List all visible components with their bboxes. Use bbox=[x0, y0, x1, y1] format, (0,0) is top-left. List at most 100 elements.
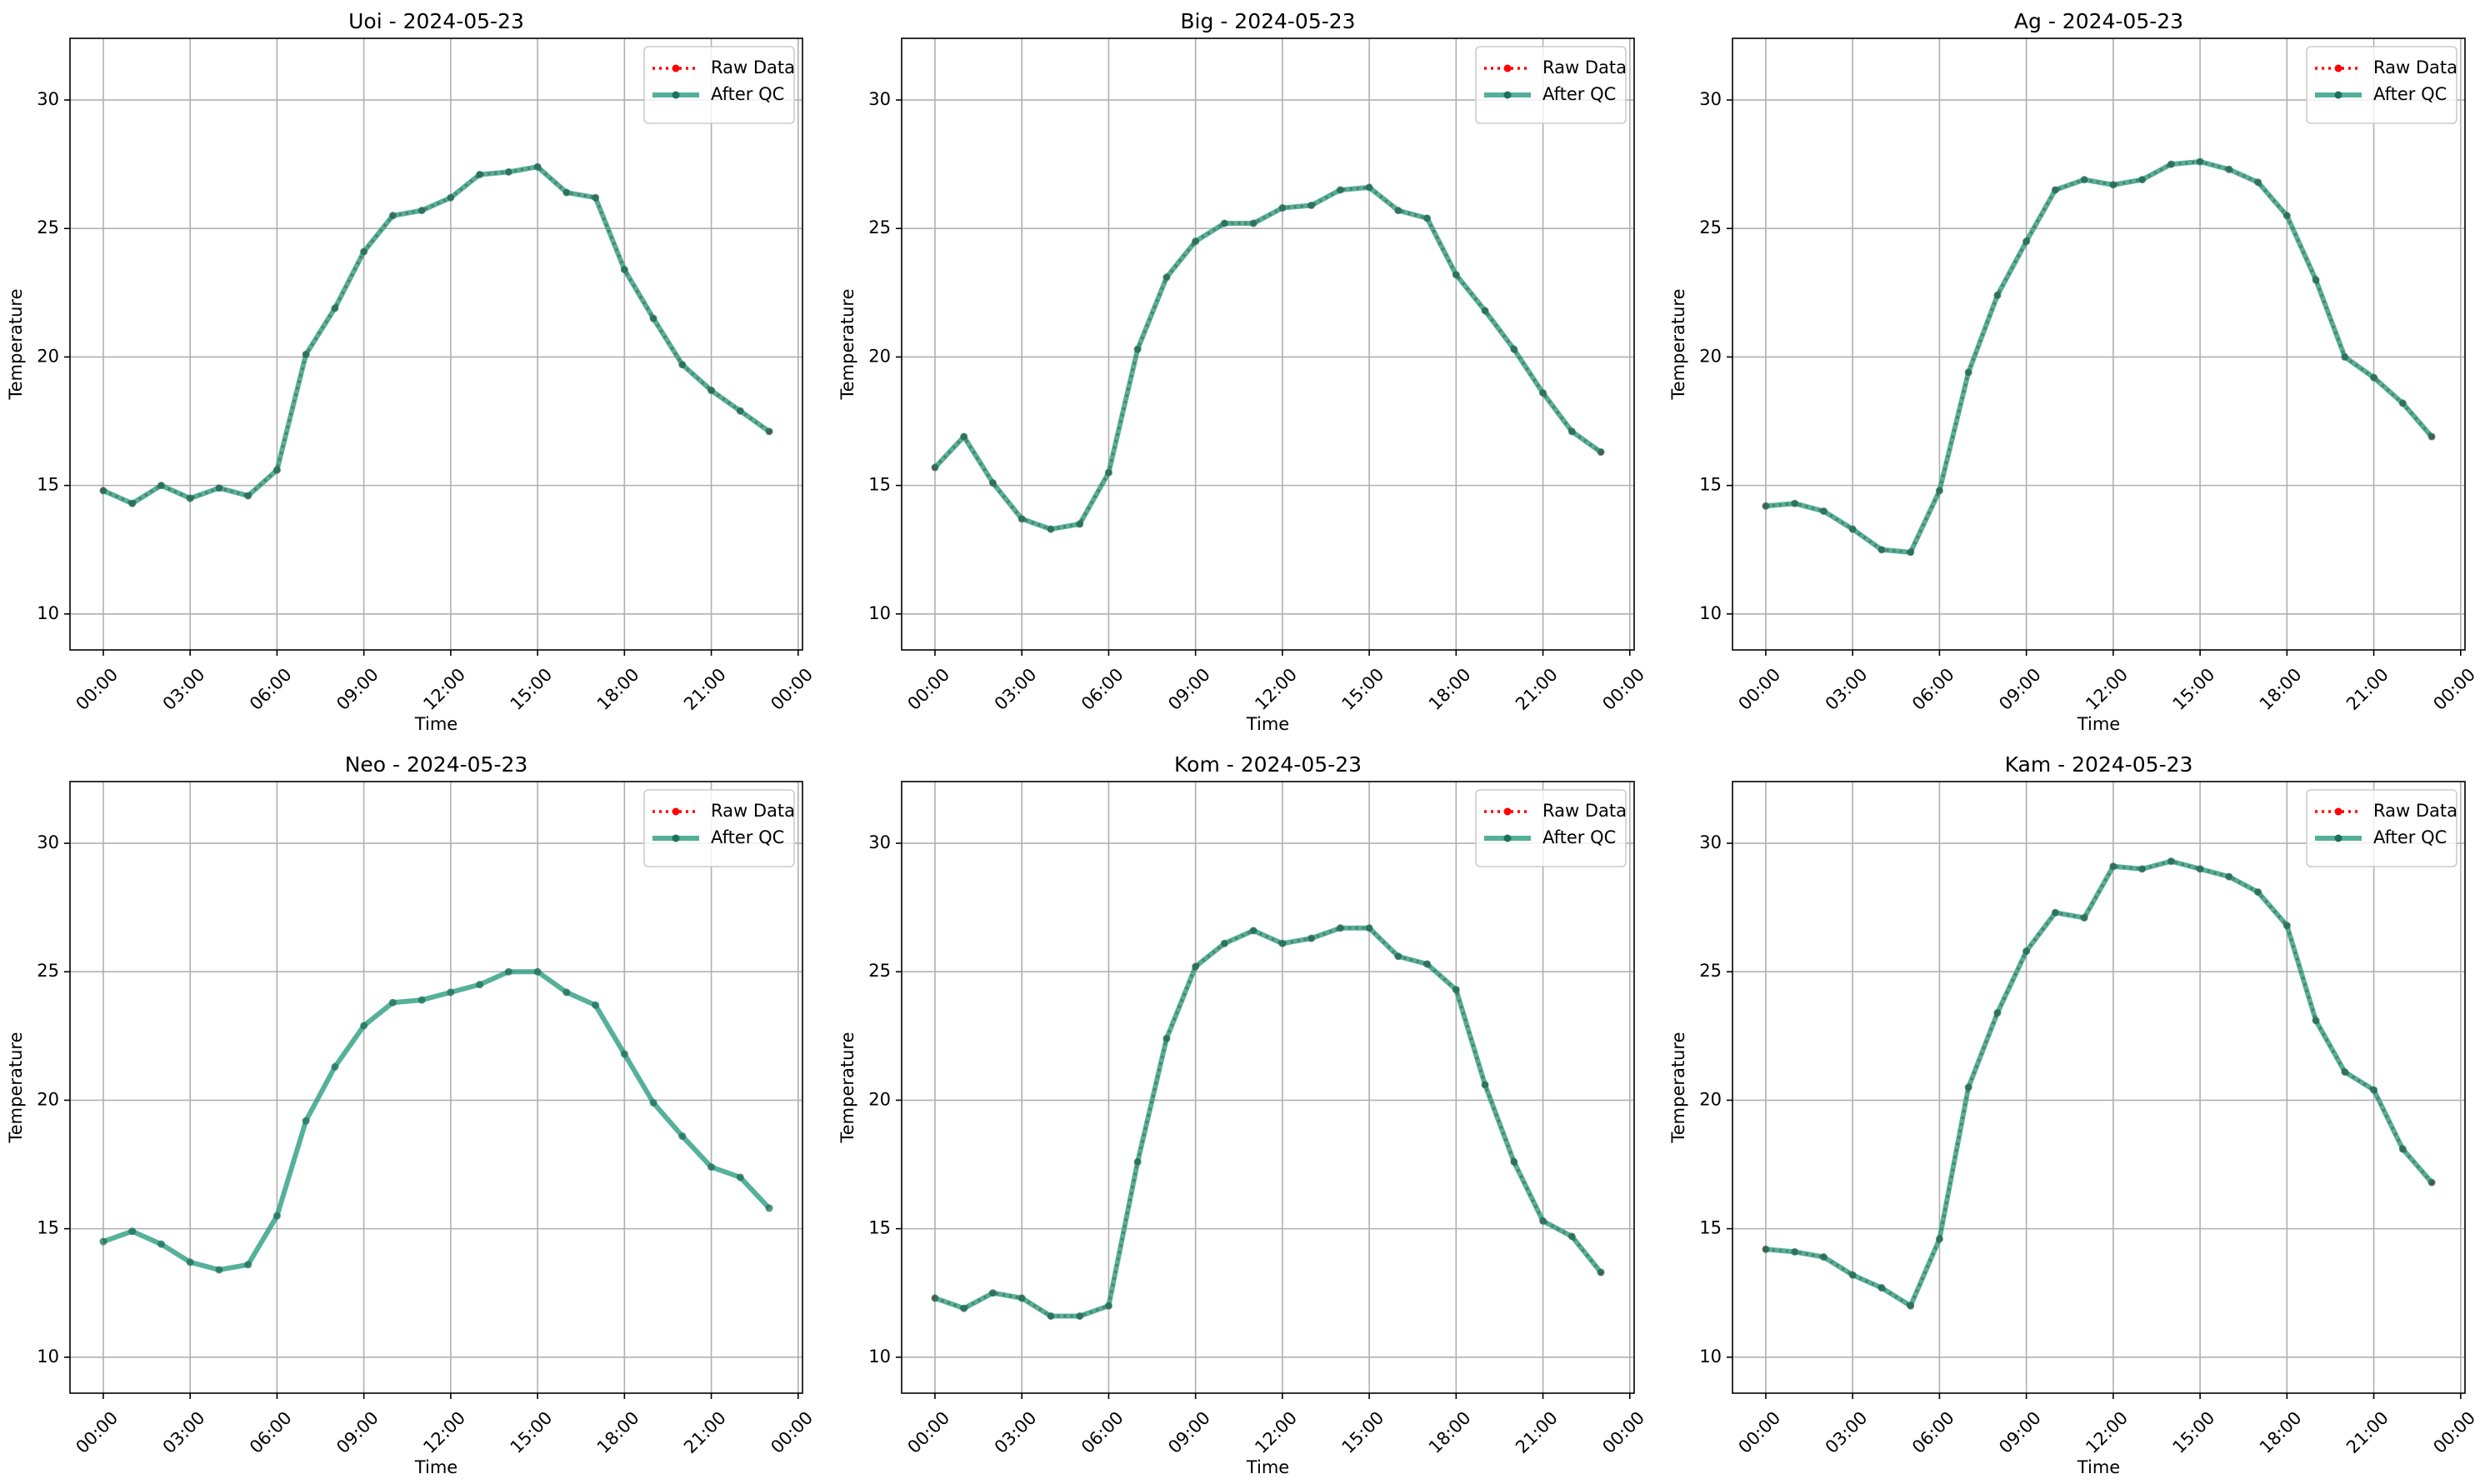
data-point bbox=[2398, 1145, 2407, 1153]
data-point bbox=[931, 463, 939, 472]
data-point bbox=[1192, 237, 1200, 246]
x-tick-label: 00:00 bbox=[2429, 664, 2479, 714]
data-point bbox=[1935, 487, 1943, 495]
data-point bbox=[244, 1261, 252, 1269]
y-axis-label: Temperature bbox=[1668, 288, 1688, 400]
data-point bbox=[2196, 157, 2204, 166]
x-tick-label: 12:00 bbox=[419, 664, 469, 714]
legend-box bbox=[1475, 789, 1627, 867]
chart-title: Kom - 2024-05-23 bbox=[1174, 752, 1362, 777]
y-tick-label: 20 bbox=[37, 346, 59, 366]
data-point bbox=[1762, 1245, 1770, 1253]
x-tick-label: 09:00 bbox=[1164, 664, 1214, 714]
series-line bbox=[933, 925, 1603, 1319]
y-tick-label: 25 bbox=[1699, 961, 1722, 981]
data-point bbox=[272, 1212, 281, 1220]
x-tick-label: 09:00 bbox=[1164, 1407, 1214, 1457]
data-point bbox=[1365, 183, 1373, 192]
x-tick-label: 18:00 bbox=[2256, 664, 2306, 714]
y-tick-label: 30 bbox=[37, 89, 59, 109]
data-point bbox=[2225, 872, 2233, 881]
data-point bbox=[272, 466, 281, 474]
data-point bbox=[1308, 934, 1316, 942]
data-point bbox=[331, 304, 339, 312]
data-point bbox=[186, 1258, 194, 1267]
data-point bbox=[1878, 546, 1886, 554]
x-tick-label: 15:00 bbox=[507, 664, 557, 714]
x-tick-label: 21:00 bbox=[2342, 1407, 2392, 1457]
y-tick-label: 25 bbox=[1699, 217, 1722, 237]
data-point bbox=[1907, 548, 1915, 557]
data-point bbox=[1220, 219, 1228, 227]
subplot: 00:00 03:00 06:00 09:00 12:00 15:00 18:00 21:00… bbox=[6, 9, 817, 734]
legend-marker bbox=[2334, 807, 2342, 816]
data-point bbox=[2282, 212, 2291, 220]
axes-frame bbox=[901, 37, 1635, 651]
subplot: 00:00 03:00 06:00 09:00 12:00 15:00 18:00 21:00… bbox=[838, 9, 1648, 734]
legend-marker bbox=[672, 64, 680, 72]
subplot: 00:00 03:00 06:00 09:00 12:00 15:00 18:00 21:00… bbox=[838, 752, 1648, 1477]
data-point bbox=[2080, 913, 2088, 922]
chart-title: Kam - 2024-05-23 bbox=[2005, 752, 2193, 777]
data-point bbox=[2254, 888, 2262, 897]
y-tick-label: 15 bbox=[37, 475, 59, 495]
y-tick-label: 25 bbox=[37, 217, 59, 237]
data-point bbox=[2167, 160, 2175, 168]
y-tick-label: 15 bbox=[37, 1218, 59, 1238]
x-axis-label: Time bbox=[414, 1457, 458, 1477]
y-tick-label: 10 bbox=[868, 1347, 891, 1367]
axes-frame bbox=[69, 781, 803, 1394]
y-tick-label: 20 bbox=[37, 1089, 59, 1109]
data-point bbox=[988, 1289, 997, 1297]
data-point bbox=[1133, 345, 1142, 353]
data-point bbox=[2138, 865, 2147, 873]
data-point bbox=[476, 981, 484, 989]
data-point bbox=[1964, 1083, 1972, 1092]
data-point bbox=[562, 188, 571, 197]
legend-marker bbox=[1503, 834, 1512, 842]
data-point bbox=[1423, 214, 1432, 222]
y-tick-label: 15 bbox=[1699, 1218, 1722, 1238]
data-point bbox=[1278, 204, 1287, 212]
x-tick-label: 12:00 bbox=[2082, 664, 2132, 714]
data-point bbox=[1018, 1294, 1026, 1302]
data-point bbox=[360, 247, 368, 256]
x-tick-label: 00:00 bbox=[72, 664, 122, 714]
y-tick-label: 10 bbox=[37, 1347, 59, 1367]
data-point bbox=[418, 996, 426, 1004]
data-point bbox=[1076, 1312, 1084, 1320]
data-point bbox=[1791, 499, 1799, 507]
legend-label: After QC bbox=[2373, 827, 2447, 847]
data-point bbox=[1568, 427, 1576, 436]
data-point bbox=[302, 350, 310, 358]
data-point bbox=[1104, 1302, 1112, 1310]
data-point bbox=[2282, 922, 2291, 930]
legend-marker bbox=[1503, 91, 1512, 99]
legend-label: Raw Data bbox=[1542, 801, 1627, 821]
x-tick-label: 00:00 bbox=[767, 664, 817, 714]
data-point bbox=[620, 1050, 628, 1058]
y-axis-label: Temperature bbox=[6, 1032, 26, 1143]
x-tick-label: 15:00 bbox=[2169, 1407, 2219, 1457]
y-tick-label: 15 bbox=[868, 1218, 891, 1238]
y-tick-label: 30 bbox=[1699, 832, 1722, 852]
axes-frame bbox=[1732, 37, 2466, 651]
data-point bbox=[1192, 962, 1200, 971]
data-point bbox=[1907, 1302, 1915, 1310]
data-point bbox=[1249, 927, 1258, 935]
data-point bbox=[1018, 515, 1026, 523]
data-point bbox=[447, 988, 455, 997]
data-point bbox=[1162, 1034, 1171, 1042]
plot-area bbox=[1732, 782, 2465, 1393]
x-tick-label: 18:00 bbox=[593, 664, 643, 714]
legend-box bbox=[1475, 46, 1627, 124]
data-point bbox=[99, 487, 108, 495]
data-point bbox=[476, 170, 484, 178]
x-tick-label: 00:00 bbox=[72, 1407, 122, 1457]
x-tick-label: 00:00 bbox=[1734, 1407, 1784, 1457]
data-point bbox=[1278, 939, 1287, 947]
legend-marker bbox=[672, 834, 680, 842]
y-tick-label: 30 bbox=[868, 89, 891, 109]
x-tick-label: 06:00 bbox=[246, 1407, 296, 1457]
